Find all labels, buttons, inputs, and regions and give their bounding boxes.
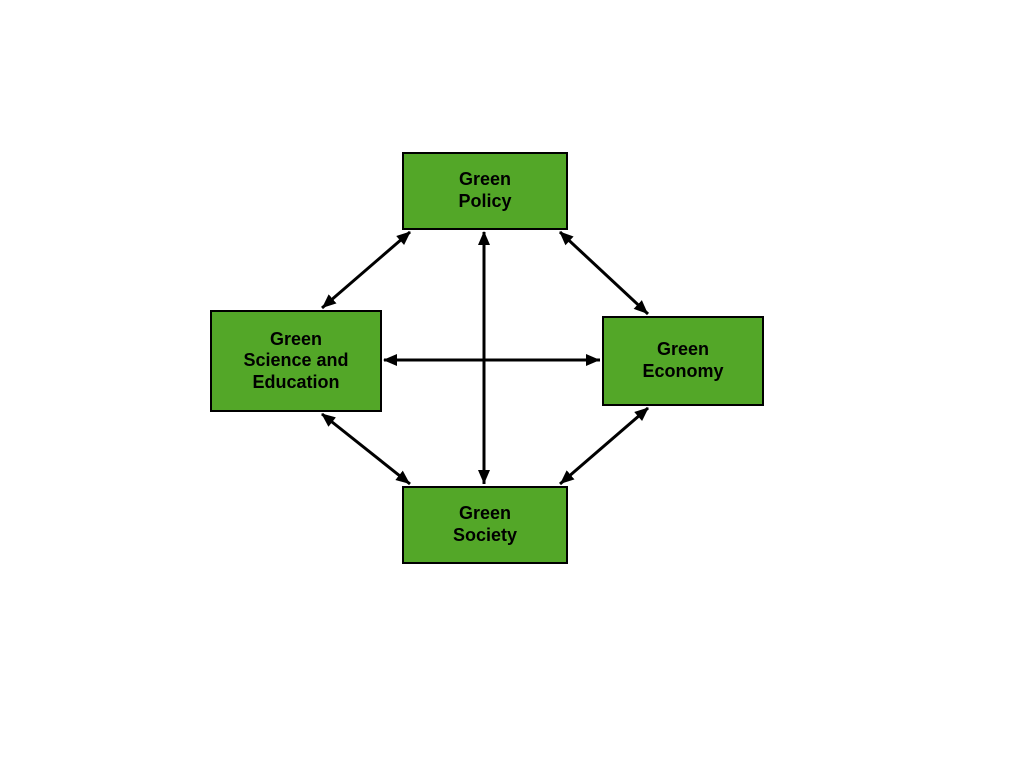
node-society: GreenSociety bbox=[402, 486, 568, 564]
node-policy-label: GreenPolicy bbox=[458, 169, 511, 212]
edge-science-society bbox=[322, 414, 410, 484]
edge-policy-science bbox=[322, 232, 410, 308]
node-society-label: GreenSociety bbox=[453, 503, 517, 546]
node-economy-label: GreenEconomy bbox=[642, 339, 723, 382]
node-economy: GreenEconomy bbox=[602, 316, 764, 406]
edge-economy-society bbox=[560, 408, 648, 484]
node-science-label: GreenScience andEducation bbox=[243, 329, 348, 394]
node-science: GreenScience andEducation bbox=[210, 310, 382, 412]
diagram-canvas: GreenPolicy GreenScience andEducation Gree… bbox=[0, 0, 1024, 768]
node-policy: GreenPolicy bbox=[402, 152, 568, 230]
edge-policy-economy bbox=[560, 232, 648, 314]
diagram-edges bbox=[0, 0, 1024, 768]
